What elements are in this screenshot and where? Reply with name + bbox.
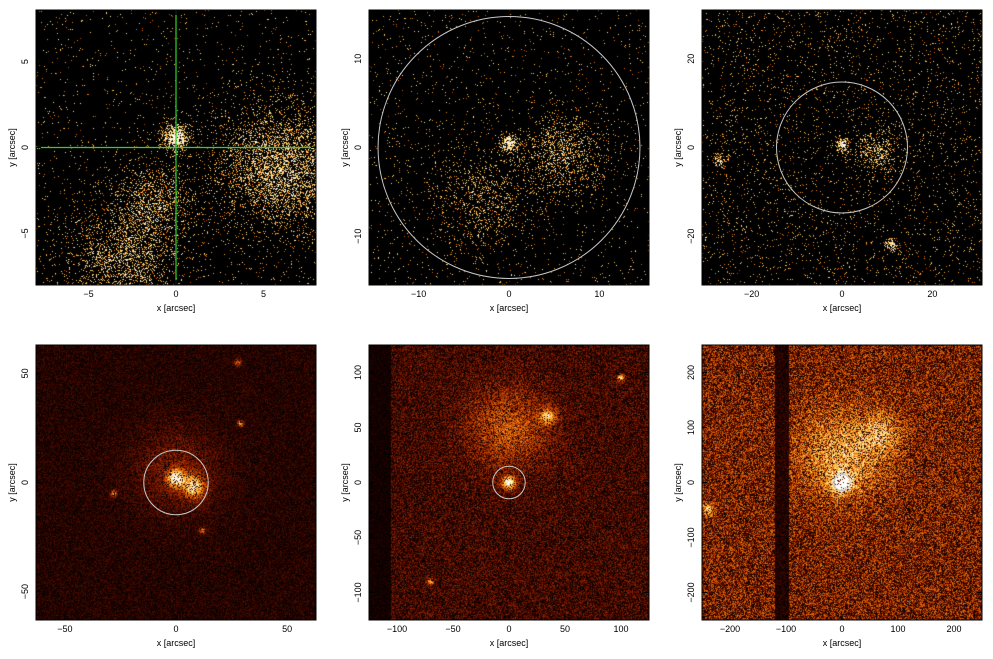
x-tick-label: 50: [560, 624, 570, 634]
y-axis-label: y [arcsec]: [340, 463, 350, 502]
y-tick-label: 20: [686, 54, 696, 64]
y-tick-label: −50: [353, 530, 363, 545]
x-tick-label: −100: [776, 624, 796, 634]
x-axis-label: x [arcsec]: [490, 638, 529, 648]
x-tick-label: 100: [890, 624, 905, 634]
x-axis-label: x [arcsec]: [157, 638, 196, 648]
y-tick-label: −100: [686, 527, 696, 547]
y-tick-label: −5: [20, 228, 30, 238]
y-axis-label: y [arcsec]: [673, 128, 683, 167]
y-tick-label: 0: [20, 145, 30, 150]
y-tick-label: −50: [20, 584, 30, 599]
y-tick-label: 0: [20, 480, 30, 485]
x-tick-label: 100: [613, 624, 628, 634]
x-tick-label: 0: [839, 624, 844, 634]
extraction-circle: [492, 465, 526, 500]
y-tick-label: −20: [686, 229, 696, 244]
x-tick-label: −20: [744, 289, 759, 299]
panel-6-image: [702, 345, 982, 620]
y-tick-label: 10: [353, 54, 363, 64]
y-tick-label: −10: [353, 229, 363, 244]
x-axis-label: x [arcsec]: [823, 638, 862, 648]
y-tick-label: 100: [353, 365, 363, 380]
panel-2: −10 0 10 −10 0 10 x [arcsec] y [arcsec]: [340, 9, 650, 313]
y-tick-label: 100: [686, 420, 696, 435]
x-tick-label: 20: [927, 289, 937, 299]
panel-4: −50 0 50 −50 0 50 x [arcsec] y [arcsec]: [7, 344, 317, 648]
x-tick-label: 0: [173, 289, 178, 299]
extraction-circle: [776, 81, 908, 214]
x-tick-label: −200: [720, 624, 740, 634]
extraction-circle: [833, 473, 851, 492]
x-tick-label: 50: [282, 624, 292, 634]
y-tick-label: 50: [20, 368, 30, 378]
panel-6: −200 −100 0 100 200 −200 −100 0 100 200 x [arcsec]…: [673, 344, 983, 648]
panel-1: −5 0 5 −5 0 5 x [arcsec] y [arcsec]: [7, 9, 317, 313]
x-axis-label: x [arcsec]: [490, 303, 529, 313]
x-tick-label: 5: [261, 289, 266, 299]
x-tick-label: 0: [839, 289, 844, 299]
x-tick-label: −5: [83, 289, 93, 299]
panel-3: −20 0 20 −20 0 20 x [arcsec] y [arcsec]: [673, 9, 983, 313]
panel-5: −100 −50 0 50 100 −100 −50 0 50 100 x [arcsec] y [a…: [340, 344, 650, 648]
y-tick-label: 0: [353, 145, 363, 150]
y-tick-label: 0: [686, 480, 696, 485]
panel-2-image: [369, 10, 649, 285]
x-axis-label: x [arcsec]: [823, 303, 862, 313]
y-tick-label: −100: [353, 582, 363, 602]
x-tick-label: −100: [387, 624, 407, 634]
x-tick-label: 0: [506, 624, 511, 634]
x-tick-label: 0: [173, 624, 178, 634]
y-tick-label: 0: [353, 480, 363, 485]
x-tick-label: 0: [506, 289, 511, 299]
y-axis-label: y [arcsec]: [673, 463, 683, 502]
extraction-circle: [143, 449, 209, 516]
y-axis-label: y [arcsec]: [340, 128, 350, 167]
x-tick-label: −10: [411, 289, 426, 299]
panel-5-image: [369, 345, 649, 620]
y-axis-label: y [arcsec]: [7, 463, 17, 502]
y-tick-label: 5: [20, 59, 30, 64]
y-tick-label: −200: [686, 582, 696, 602]
x-axis-label: x [arcsec]: [157, 303, 196, 313]
x-tick-label: 10: [594, 289, 604, 299]
y-tick-label: 50: [353, 422, 363, 432]
x-tick-label: −50: [445, 624, 460, 634]
y-tick-label: 0: [686, 145, 696, 150]
panel-4-image: [36, 345, 316, 620]
x-tick-label: −50: [57, 624, 72, 634]
y-tick-label: 200: [686, 365, 696, 380]
panel-3-image: [702, 10, 982, 285]
x-tick-label: 200: [946, 624, 961, 634]
y-axis-label: y [arcsec]: [7, 128, 17, 167]
extraction-circle: [377, 16, 641, 279]
